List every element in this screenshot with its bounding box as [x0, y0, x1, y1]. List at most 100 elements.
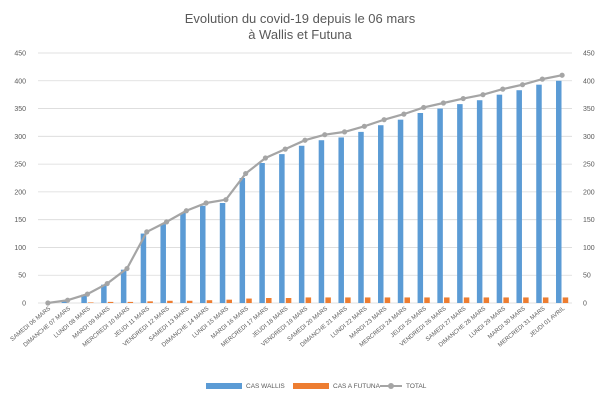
legend-swatch-total	[380, 383, 402, 390]
legend-label-total: TOTAL	[406, 383, 427, 390]
bar-cas-a-futuna	[305, 297, 312, 303]
bar-cas-a-futuna	[542, 297, 549, 303]
bar-cas-a-futuna	[503, 297, 509, 303]
point-total	[322, 132, 328, 138]
bar-cas-a-futuna	[285, 298, 292, 303]
bar-cas-wallis	[397, 119, 404, 304]
y2-tick-label: 0	[583, 301, 587, 308]
bar-cas-a-futuna	[523, 297, 529, 303]
point-total	[341, 129, 348, 135]
bar-cas-wallis	[298, 145, 305, 303]
bar-cas-a-futuna	[364, 297, 371, 303]
point-total	[401, 111, 407, 117]
bar-cas-a-futuna	[345, 297, 351, 303]
bar-cas-a-futuna	[88, 302, 94, 303]
bar-cas-a-futuna	[325, 297, 331, 303]
chart-legend: CAS WALLIS CAS A FUTUNA TOTAL	[0, 381, 600, 395]
y2-tick-label: 200	[583, 189, 595, 196]
point-total	[421, 104, 427, 111]
bar-cas-wallis	[200, 205, 206, 303]
point-total	[539, 76, 545, 82]
bar-cas-a-futuna	[107, 301, 114, 303]
y-tick-label: 250	[14, 162, 26, 169]
y2-tick-label: 400	[583, 78, 595, 85]
bar-cas-wallis	[259, 163, 265, 303]
chart-title: Evolution du covid-19 depuis le 06 mars	[184, 11, 416, 26]
point-total	[282, 146, 288, 152]
y-tick-label: 150	[14, 217, 26, 224]
y-tick-label: 400	[14, 78, 26, 85]
bar-cas-a-futuna	[167, 300, 173, 303]
bar-cas-wallis	[516, 90, 522, 303]
point-total	[203, 200, 209, 206]
y-tick-label: 50	[18, 273, 26, 280]
bar-cas-wallis	[180, 213, 186, 303]
y2-tick-label: 50	[583, 273, 591, 280]
bar-cas-wallis	[417, 113, 424, 303]
x-tick-label: JEUDI 01 AVRIL	[529, 306, 567, 339]
y-tick-label: 350	[14, 106, 26, 113]
bar-cas-wallis	[476, 100, 483, 303]
bar-cas-wallis	[536, 84, 542, 304]
bar-cas-wallis	[556, 80, 562, 304]
point-total	[45, 300, 51, 306]
bar-cas-a-futuna	[147, 301, 153, 303]
legend-item-cas-wallis: CAS WALLIS	[206, 381, 285, 393]
y-tick-label: 100	[14, 245, 26, 252]
point-total	[460, 95, 466, 102]
bar-cas-a-futuna	[206, 300, 213, 303]
point-total	[361, 123, 367, 129]
point-total	[559, 72, 565, 78]
point-total	[223, 197, 229, 203]
bar-cas-a-futuna	[246, 298, 252, 303]
y2-tick-label: 300	[583, 134, 595, 141]
point-total	[302, 137, 308, 143]
bar-cas-wallis	[160, 224, 166, 303]
bar-cas-a-futuna	[463, 297, 470, 303]
bar-cas-wallis	[279, 154, 285, 303]
point-total	[519, 82, 526, 88]
bar-cas-a-futuna	[444, 297, 450, 303]
bar-cas-wallis	[496, 94, 503, 304]
y-tick-label: 200	[14, 189, 26, 196]
bar-cas-a-futuna	[186, 300, 193, 303]
point-total	[480, 92, 486, 98]
point-total	[104, 280, 110, 287]
bar-cas-wallis	[239, 178, 246, 303]
y2-tick-label: 100	[583, 245, 595, 252]
bar-cas-a-futuna	[226, 299, 232, 303]
chart-subtitle: à Wallis et Futuna	[248, 27, 352, 42]
y2-tick-label: 250	[583, 162, 595, 169]
bar-cas-a-futuna	[127, 301, 134, 303]
bar-cas-wallis	[101, 284, 107, 303]
bar-cas-wallis	[437, 108, 443, 303]
point-total	[144, 229, 150, 235]
point-total	[124, 265, 130, 272]
bar-cas-a-futuna	[562, 297, 569, 303]
bar-cas-wallis	[457, 104, 463, 303]
point-total	[84, 291, 91, 297]
y-tick-label: 300	[14, 134, 26, 141]
point-total	[262, 155, 269, 161]
legend-label-cas-futuna: CAS A FUTUNA	[333, 383, 380, 390]
bar-cas-a-futuna	[424, 297, 430, 303]
point-total	[183, 208, 189, 214]
bar-cas-wallis	[140, 233, 147, 303]
legend-swatch-cas-futuna	[293, 383, 329, 390]
bar-cas-wallis	[338, 137, 344, 303]
point-total	[381, 117, 387, 123]
y-tick-label: 450	[14, 51, 26, 58]
legend-swatch-cas-wallis	[206, 383, 242, 390]
y2-tick-label: 150	[583, 217, 595, 224]
bar-cas-a-futuna	[384, 297, 391, 303]
point-total	[65, 297, 71, 303]
y2-tick-label: 450	[583, 51, 595, 58]
y-tick-label: 0	[22, 301, 26, 308]
legend-item-cas-futuna: CAS A FUTUNA	[293, 381, 380, 393]
point-total	[243, 170, 249, 177]
point-total	[500, 86, 506, 92]
legend-item-total: TOTAL	[380, 381, 426, 393]
bar-cas-a-futuna	[483, 297, 490, 303]
bar-cas-a-futuna	[266, 298, 272, 303]
